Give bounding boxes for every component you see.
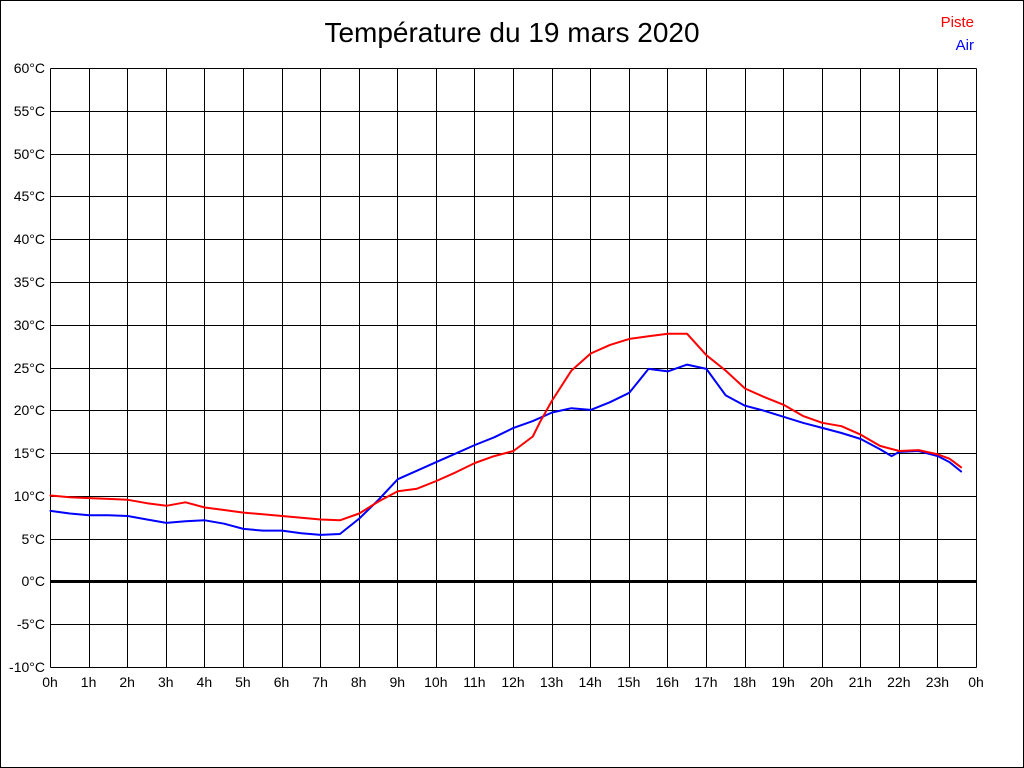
y-tick-label: 0°C bbox=[21, 573, 46, 590]
x-tick-label: 3h bbox=[157, 674, 174, 690]
x-tick-label: 7h bbox=[312, 674, 328, 690]
y-tick-label: 5°C bbox=[21, 530, 46, 547]
x-tick-label: 16h bbox=[655, 674, 679, 690]
x-tick-label: 13h bbox=[539, 674, 564, 690]
x-tick-label: 18h bbox=[732, 674, 757, 690]
y-tick-label: 40°C bbox=[13, 231, 45, 248]
x-tick-label: 14h bbox=[578, 674, 602, 690]
x-tick-label: 0h bbox=[42, 674, 58, 690]
x-tick-label: 0h bbox=[968, 674, 984, 690]
x-tick-label: 8h bbox=[350, 674, 367, 690]
x-tick-label: 21h bbox=[848, 674, 872, 690]
y-tick-label: 55°C bbox=[13, 102, 45, 119]
legend-item-air: Air bbox=[955, 37, 974, 54]
y-tick-label: 25°C bbox=[13, 359, 45, 376]
x-tick-label: 1h bbox=[80, 674, 97, 690]
legend: Piste Air bbox=[941, 11, 974, 57]
legend-item-piste: Piste bbox=[940, 14, 974, 31]
y-tick-label: 30°C bbox=[13, 316, 45, 333]
y-tick-label: 15°C bbox=[13, 445, 45, 462]
y-tick-label: -10°C bbox=[9, 659, 45, 675]
x-tick-label: 12h bbox=[501, 674, 525, 690]
x-tick-label: 23h bbox=[925, 674, 950, 690]
y-tick-label: 20°C bbox=[13, 402, 45, 419]
plot-area bbox=[49, 68, 977, 668]
x-tick-label: 19h bbox=[771, 674, 795, 690]
y-tick-label: -5°C bbox=[16, 616, 45, 633]
x-tick-label: 2h bbox=[119, 674, 135, 690]
x-tick-label: 11h bbox=[463, 674, 486, 690]
x-tick-label: 6h bbox=[273, 674, 290, 690]
x-tick-label: 17h bbox=[694, 674, 718, 690]
y-tick-label: 50°C bbox=[13, 145, 45, 162]
y-tick-label: 45°C bbox=[13, 188, 45, 205]
series-line-piste bbox=[49, 332, 963, 522]
x-tick-label: 9h bbox=[389, 674, 406, 690]
x-tick-label: 10h bbox=[424, 674, 448, 690]
x-tick-label: 22h bbox=[887, 674, 911, 690]
y-tick-label: 10°C bbox=[13, 487, 45, 504]
x-tick-label: 15h bbox=[617, 674, 641, 690]
y-tick-label: 35°C bbox=[13, 273, 45, 290]
x-tick-label: 4h bbox=[196, 674, 213, 690]
x-tick-label: 20h bbox=[809, 674, 834, 690]
series-line-air bbox=[49, 363, 963, 536]
chart-title: Température du 19 mars 2020 bbox=[324, 17, 700, 48]
x-tick-label: 5h bbox=[235, 674, 251, 690]
y-tick-label: 60°C bbox=[13, 60, 45, 76]
